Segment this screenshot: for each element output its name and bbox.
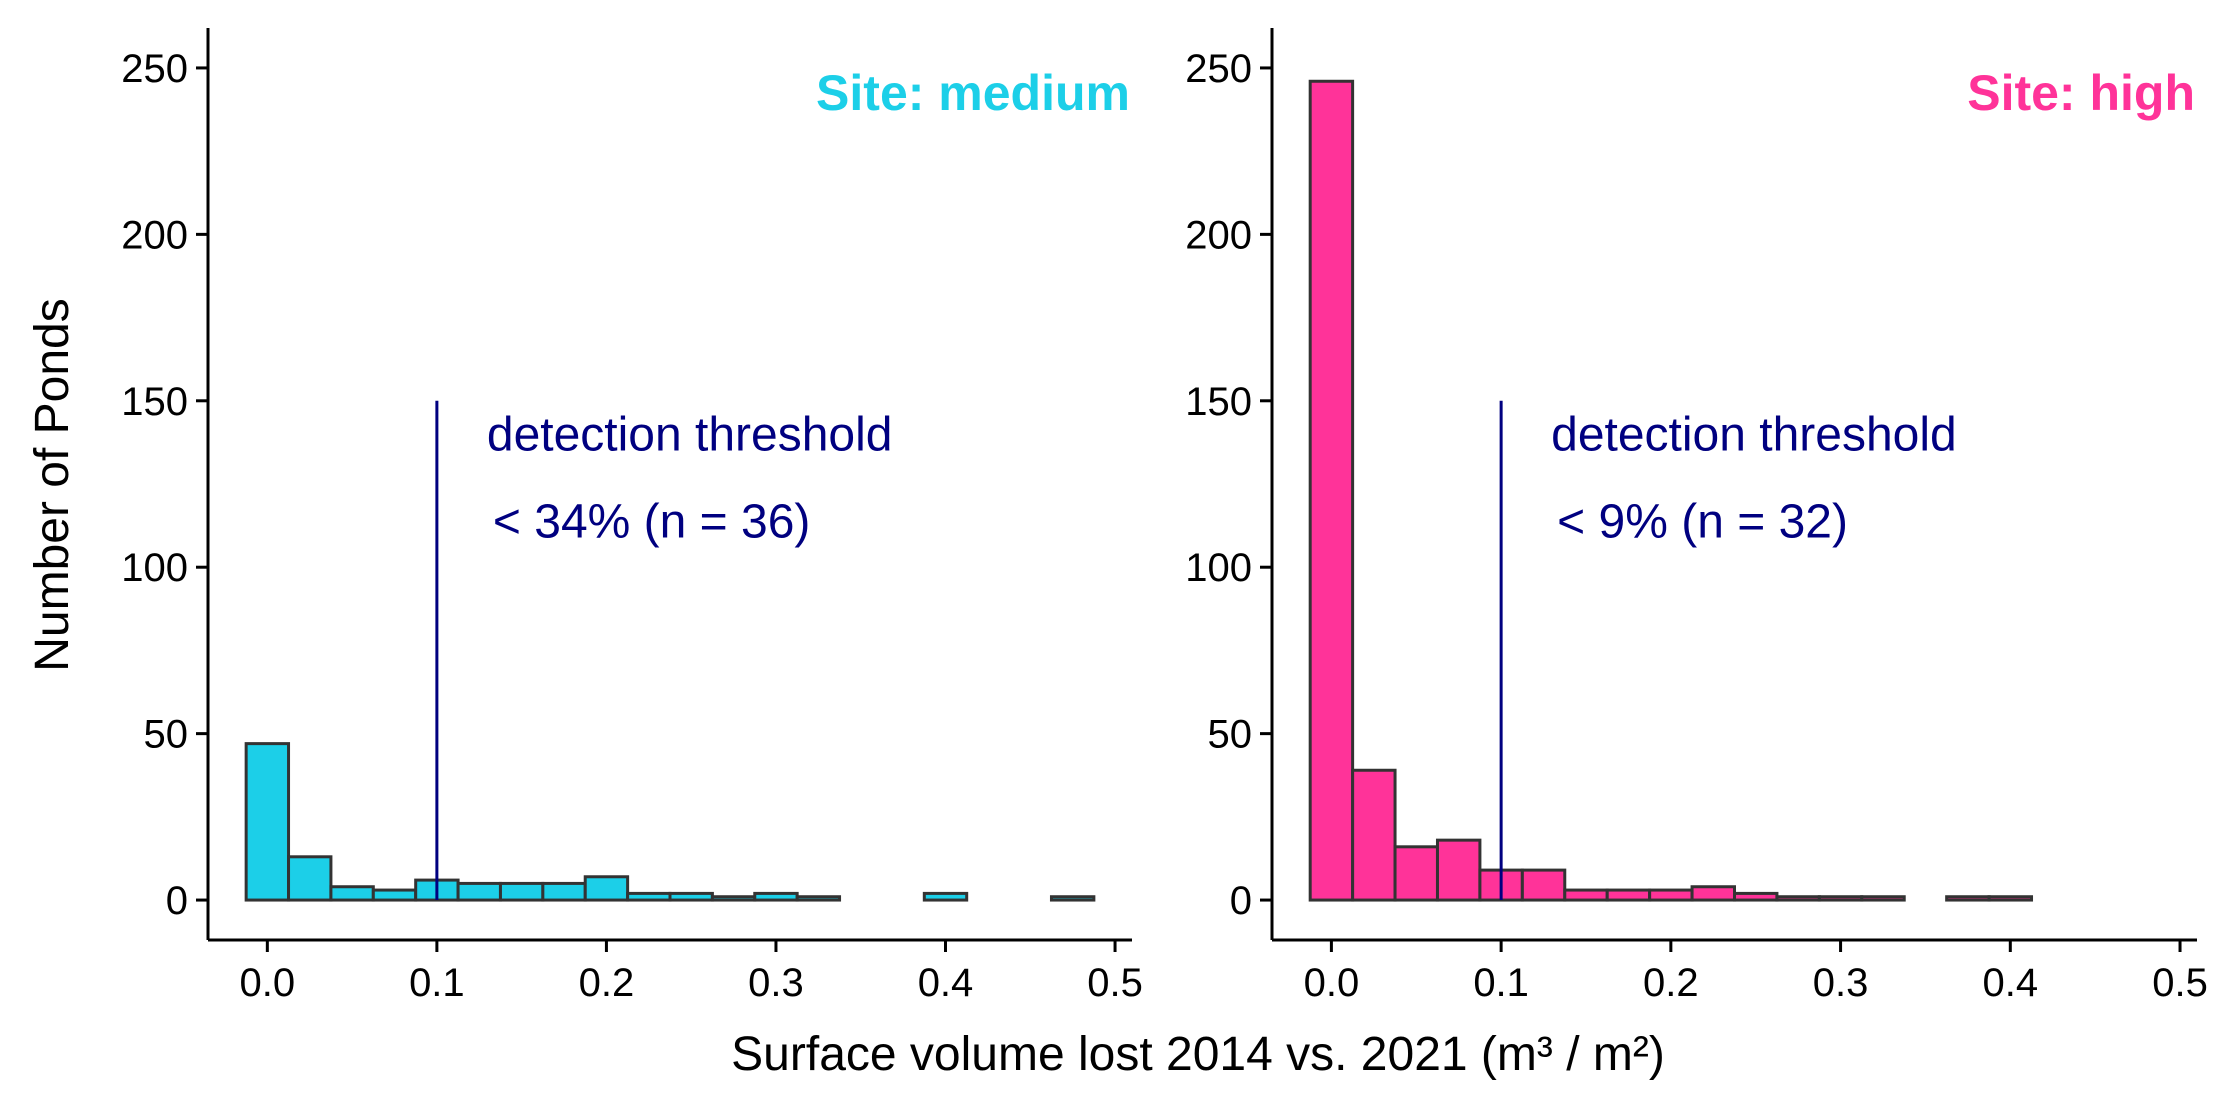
bar-medium-10 [668, 891, 714, 902]
threshold-percent-medium: < 34% (n = 36) [493, 495, 811, 548]
y-tick-label-high-0: 0 [1230, 879, 1252, 923]
y-tick-label-medium-3: 150 [121, 380, 188, 424]
x-tick-label-high-0: 0.0 [1304, 961, 1360, 1005]
bar-high-1 [1351, 768, 1397, 902]
threshold-annotation-high: detection threshold [1551, 409, 1957, 462]
y-tick-label-medium-4: 200 [121, 213, 188, 257]
bar-high-2 [1393, 845, 1439, 902]
bar-medium-1 [287, 855, 333, 902]
threshold-percent-high: < 9% (n = 32) [1557, 495, 1848, 548]
y-tick-label-high-3: 150 [1185, 380, 1252, 424]
bar-medium-9 [626, 891, 672, 902]
x-tick-label-medium-2: 0.2 [579, 961, 635, 1005]
bar-high-9 [1690, 885, 1736, 902]
panel-high: 0 50 100 150 200 250 0.0 0.1 0.2 0.3 0.4 0.5 detecti… [1185, 28, 2208, 1005]
y-tick-label-medium-1: 50 [144, 713, 189, 757]
bar-medium-13 [795, 895, 842, 902]
bar-medium-0 [244, 742, 291, 902]
bar-medium-5 [456, 881, 502, 902]
bar-high-8 [1648, 888, 1694, 902]
x-axis-label: Surface volume lost 2014 vs. 2021 (m³ / … [731, 1028, 1665, 1081]
x-tick-label-medium-4: 0.4 [918, 961, 974, 1005]
bar-high-3 [1435, 838, 1482, 902]
bar-medium-11 [710, 895, 757, 902]
bar-medium-6 [498, 881, 545, 902]
y-tick-label-high-2: 100 [1185, 546, 1252, 590]
x-tick-label-medium-1: 0.1 [409, 961, 465, 1005]
bar-medium-3 [371, 888, 418, 902]
bar-high-12 [1817, 895, 1864, 902]
y-tick-label-high-1: 50 [1208, 713, 1253, 757]
bar-medium-19 [1049, 895, 1096, 902]
x-tick-label-medium-0: 0.0 [240, 961, 296, 1005]
bar-high-16 [1987, 895, 2034, 902]
bar-high-10 [1733, 891, 1779, 902]
panel-medium: 0 50 100 150 200 250 0.0 0.1 0.2 0.3 0.4 0.5 detecti… [121, 28, 1143, 1005]
bar-high-6 [1563, 888, 1609, 902]
bar-medium-12 [753, 891, 799, 902]
bar-high-5 [1520, 868, 1567, 902]
x-tick-label-medium-5: 0.5 [1087, 961, 1143, 1005]
x-tick-label-high-1: 0.1 [1473, 961, 1529, 1005]
bar-high-0 [1308, 79, 1355, 902]
bar-medium-16 [922, 891, 969, 902]
x-tick-label-high-4: 0.4 [1982, 961, 2038, 1005]
x-tick-label-high-5: 0.5 [2152, 961, 2208, 1005]
y-axis-label: Number of Ponds [26, 298, 79, 672]
bar-high-13 [1860, 895, 1906, 902]
y-tick-label-medium-0: 0 [166, 879, 188, 923]
bar-high-15 [1945, 895, 1991, 902]
bar-medium-2 [329, 885, 375, 902]
x-tick-label-medium-3: 0.3 [748, 961, 804, 1005]
x-tick-label-high-2: 0.2 [1643, 961, 1699, 1005]
threshold-annotation-medium: detection threshold [487, 409, 893, 462]
y-tick-label-high-5: 250 [1185, 47, 1252, 91]
y-tick-label-medium-5: 250 [121, 47, 188, 91]
panel-label-high: Site: high [1967, 65, 2195, 121]
x-tick-label-high-3: 0.3 [1813, 961, 1869, 1005]
bar-medium-8 [583, 875, 630, 902]
y-tick-label-medium-2: 100 [121, 546, 188, 590]
bar-high-11 [1775, 895, 1821, 902]
bar-high-7 [1605, 888, 1652, 902]
panel-label-medium: Site: medium [816, 65, 1130, 121]
y-tick-label-high-4: 200 [1185, 213, 1252, 257]
bar-medium-7 [541, 881, 587, 902]
